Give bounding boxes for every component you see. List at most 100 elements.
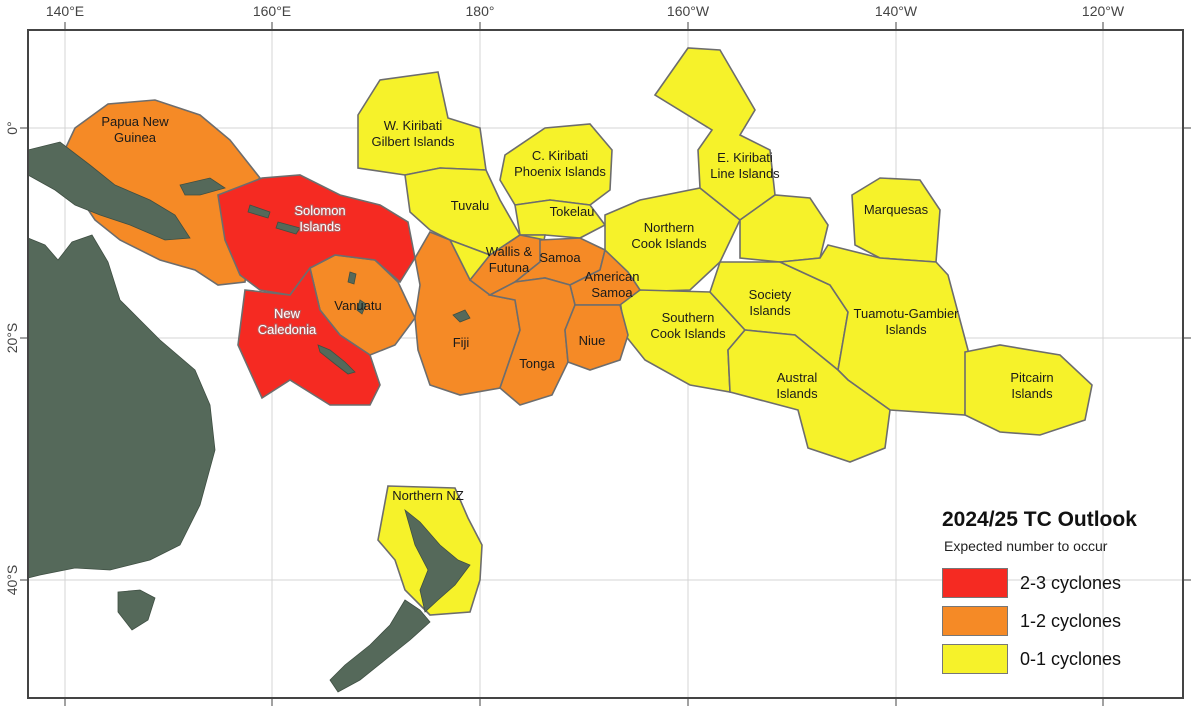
longitude-labels: 140°E 160°E 180° 160°W 140°W 120°W — [46, 3, 1125, 19]
zone-c-kiribati — [499, 123, 613, 206]
region-label-0: Papua New Guinea — [101, 114, 169, 145]
region-label-line: Niue — [579, 333, 606, 348]
lat-label-0: 0° — [4, 121, 20, 134]
legend-label: 2-3 cyclones — [1020, 572, 1122, 593]
region-label-12: Tonga — [519, 356, 555, 371]
legend-item-0-1: 0-1 cyclones — [942, 640, 1182, 678]
legend-swatch — [942, 568, 1008, 598]
region-label-line: Vanuatu — [334, 298, 381, 313]
region-label-line: Tonga — [519, 356, 555, 371]
vanuatu-island-1 — [347, 271, 357, 285]
zone-niue — [564, 304, 629, 371]
region-label-13: Niue — [579, 333, 606, 348]
fiji-island — [452, 309, 471, 323]
legend-item-1-2: 1-2 cyclones — [942, 602, 1182, 640]
region-label-line: Tokelau — [550, 204, 595, 219]
region-label-line: Islands — [776, 386, 818, 401]
region-label-line: Solomon — [294, 203, 345, 218]
zone-marquesas — [851, 177, 941, 263]
legend-swatch — [942, 644, 1008, 674]
region-label-19: Tuamotu-Gambier Islands — [854, 306, 960, 337]
region-label-8: Wallis & Futuna — [486, 244, 533, 275]
region-label-15: Southern Cook Islands — [650, 310, 726, 341]
region-label-line: Islands — [885, 322, 927, 337]
region-label-6: C. Kiribati Phoenix Islands — [514, 148, 606, 179]
lon-label-120w: 120°W — [1082, 3, 1125, 19]
region-label-line: Papua New — [101, 114, 169, 129]
vanuatu-island-2 — [356, 299, 367, 315]
legend-label: 1-2 cyclones — [1020, 610, 1122, 631]
region-label-line: E. Kiribati — [717, 150, 773, 165]
region-label-14: Northern Cook Islands — [631, 220, 707, 251]
legend-subtitle: Expected number to occur — [944, 538, 1108, 554]
zone-pitcairn — [964, 344, 1093, 436]
region-label-line: Cook Islands — [631, 236, 707, 251]
region-label-line: Tuvalu — [451, 198, 490, 213]
lon-label-140e: 140°E — [46, 3, 84, 19]
region-label-line: Society — [749, 287, 792, 302]
australia — [27, 234, 216, 579]
region-label-line: Wallis & — [486, 244, 533, 259]
region-label-20: Austral Islands — [776, 370, 818, 401]
zone-w-kiribati — [357, 71, 487, 176]
region-label-line: Marquesas — [864, 202, 929, 217]
region-label-line: Phoenix Islands — [514, 164, 606, 179]
region-label-line: Islands — [1011, 386, 1053, 401]
region-label-1: Solomon Islands — [294, 203, 345, 234]
region-label-line: Tuamotu-Gambier — [854, 306, 960, 321]
region-label-line: Guinea — [114, 130, 157, 145]
zone-e-kiribati — [653, 47, 776, 222]
map-frame — [27, 29, 1184, 699]
new-britain — [179, 177, 226, 196]
region-label-2: New Caledonia — [258, 306, 317, 337]
region-label-line: Fiji — [453, 335, 470, 350]
region-label-21: Pitcairn Islands — [1010, 370, 1053, 401]
region-label-line: Cook Islands — [650, 326, 726, 341]
region-label-18: Society Islands — [749, 287, 792, 318]
zone-line-east — [739, 194, 829, 263]
region-label-line: Austral — [777, 370, 818, 385]
region-label-line: Islands — [299, 219, 341, 234]
region-label-line: Pitcairn — [1010, 370, 1053, 385]
region-label-line: Northern — [644, 220, 695, 235]
region-label-line: W. Kiribati — [384, 118, 443, 133]
legend-swatch — [942, 606, 1008, 636]
region-label-line: New — [274, 306, 301, 321]
lon-label-180: 180° — [466, 3, 495, 19]
legend-item-2-3: 2-3 cyclones — [942, 564, 1182, 602]
region-label-16: E. Kiribati Line Islands — [710, 150, 780, 181]
zone-solomon — [217, 174, 416, 296]
new-guinea — [27, 141, 191, 241]
region-label-22: Northern NZ — [392, 488, 464, 503]
legend-title: 2024/25 TC Outlook — [942, 508, 1137, 531]
lon-label-140w: 140°W — [875, 3, 918, 19]
land — [27, 141, 471, 693]
region-label-4: W. Kiribati Gilbert Islands — [371, 118, 455, 149]
region-label-line: Samoa — [591, 285, 633, 300]
solomon-island-1 — [247, 204, 271, 219]
region-label-line: American — [585, 269, 640, 284]
latitude-labels: 0° 20°S 40°S — [4, 121, 20, 595]
legend: 2024/25 TC Outlook Expected number to oc… — [922, 508, 1182, 678]
region-label-line: Caledonia — [258, 322, 317, 337]
legend-label: 0-1 cyclones — [1020, 648, 1122, 669]
region-label-5: Tuvalu — [451, 198, 490, 213]
region-label-9: Samoa — [539, 250, 581, 265]
region-label-10: American Samoa — [585, 269, 640, 300]
region-label-line: Line Islands — [710, 166, 780, 181]
solomon-island-2 — [275, 221, 301, 235]
region-label-line: Southern — [662, 310, 715, 325]
region-label-line: Futuna — [489, 260, 530, 275]
region-label-line: Northern NZ — [392, 488, 464, 503]
nz-south-island — [329, 599, 431, 693]
region-label-line: C. Kiribati — [532, 148, 588, 163]
region-label-line: Gilbert Islands — [371, 134, 455, 149]
region-label-17: Marquesas — [864, 202, 929, 217]
region-label-11: Fiji — [453, 335, 470, 350]
axis-ticks — [20, 22, 1191, 706]
region-label-3: Vanuatu — [334, 298, 381, 313]
tasmania — [117, 589, 156, 631]
region-label-line: Samoa — [539, 250, 581, 265]
